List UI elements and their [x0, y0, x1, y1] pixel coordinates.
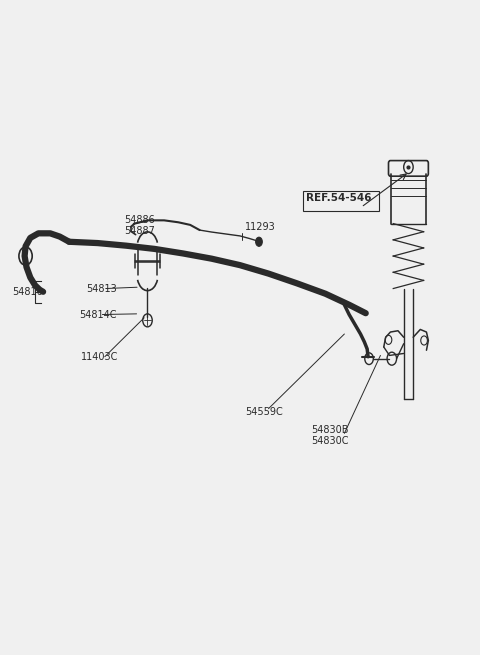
Text: 54814C: 54814C [79, 310, 116, 320]
Circle shape [256, 237, 262, 246]
Text: REF.54-546: REF.54-546 [306, 193, 372, 202]
Text: 54813: 54813 [86, 284, 117, 293]
Text: 54830C: 54830C [311, 436, 348, 446]
Text: 54887: 54887 [124, 227, 155, 236]
Text: 11293: 11293 [245, 222, 276, 232]
Text: 54830B: 54830B [311, 425, 348, 435]
Text: 54886: 54886 [124, 215, 155, 225]
Text: 11403C: 11403C [81, 352, 119, 362]
Text: 54810: 54810 [12, 287, 43, 297]
Text: 54559C: 54559C [245, 407, 283, 417]
